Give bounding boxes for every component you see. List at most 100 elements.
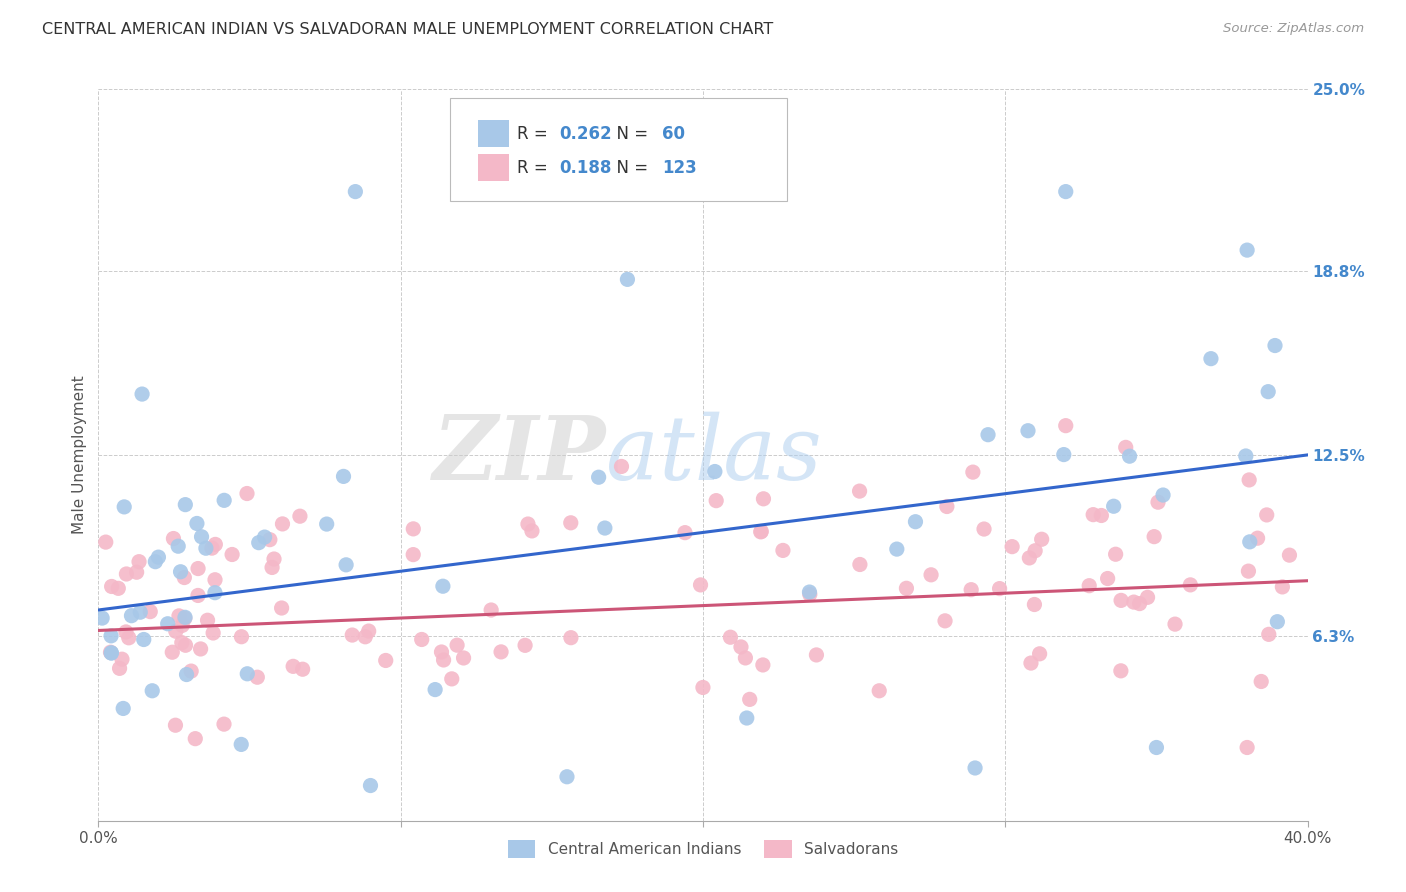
- Point: [1271, 580, 1294, 594]
- Point: [752, 491, 775, 506]
- Text: R =: R =: [517, 125, 554, 143]
- Point: [156, 616, 179, 631]
- Point: [174, 498, 197, 512]
- Point: [1024, 543, 1046, 558]
- Point: [1199, 351, 1222, 366]
- Point: [806, 648, 828, 662]
- Point: [204, 537, 226, 551]
- Point: [849, 558, 872, 572]
- Point: [1090, 508, 1112, 523]
- Point: [799, 585, 821, 599]
- Point: [1236, 740, 1258, 755]
- Point: [973, 522, 995, 536]
- Point: [1136, 591, 1159, 605]
- Point: [703, 465, 725, 479]
- Point: [988, 582, 1011, 596]
- Point: [125, 566, 148, 580]
- Point: [108, 661, 131, 675]
- Point: [231, 630, 253, 644]
- Point: [1234, 449, 1257, 463]
- Point: [935, 500, 957, 514]
- Text: N =: N =: [606, 159, 654, 177]
- Point: [752, 657, 775, 672]
- Point: [253, 530, 276, 544]
- Point: [115, 566, 138, 581]
- Point: [610, 459, 633, 474]
- Point: [560, 631, 582, 645]
- Point: [555, 770, 578, 784]
- Point: [1278, 548, 1301, 562]
- Point: [411, 632, 433, 647]
- Point: [1246, 531, 1268, 545]
- Point: [1109, 593, 1132, 607]
- Point: [1143, 530, 1166, 544]
- Point: [121, 608, 143, 623]
- Point: [446, 638, 468, 652]
- Point: [259, 533, 281, 547]
- Point: [100, 645, 122, 659]
- Point: [357, 624, 380, 638]
- Point: [1267, 615, 1289, 629]
- Point: [1019, 656, 1042, 670]
- Point: [848, 484, 870, 499]
- Point: [204, 585, 226, 599]
- Point: [402, 548, 425, 562]
- Point: [100, 646, 122, 660]
- Point: [236, 666, 259, 681]
- Point: [673, 525, 696, 540]
- Point: [91, 611, 114, 625]
- Point: [896, 582, 918, 596]
- Point: [332, 469, 354, 483]
- Point: [129, 605, 152, 619]
- Point: [868, 683, 890, 698]
- Point: [187, 589, 209, 603]
- Point: [231, 738, 253, 752]
- Point: [1236, 243, 1258, 257]
- Point: [799, 587, 821, 601]
- Point: [520, 524, 543, 538]
- Point: [262, 560, 284, 574]
- Point: [246, 670, 269, 684]
- Point: [1104, 547, 1126, 561]
- Point: [270, 601, 292, 615]
- Point: [283, 659, 305, 673]
- Point: [513, 638, 536, 652]
- Point: [202, 626, 225, 640]
- Point: [112, 701, 135, 715]
- Point: [1054, 418, 1077, 433]
- Point: [190, 642, 212, 657]
- Point: [738, 692, 761, 706]
- Point: [1097, 572, 1119, 586]
- Point: [904, 515, 927, 529]
- Point: [247, 535, 270, 549]
- Point: [1239, 534, 1261, 549]
- Point: [165, 718, 187, 732]
- Point: [236, 486, 259, 500]
- Point: [212, 493, 235, 508]
- Point: [735, 711, 758, 725]
- Point: [162, 532, 184, 546]
- Point: [176, 667, 198, 681]
- Point: [1257, 627, 1279, 641]
- Point: [111, 652, 134, 666]
- Point: [1257, 384, 1279, 399]
- Point: [344, 185, 367, 199]
- Point: [920, 567, 942, 582]
- Point: [886, 542, 908, 557]
- Point: [423, 682, 446, 697]
- Point: [162, 645, 184, 659]
- Point: [1031, 533, 1053, 547]
- Point: [1001, 540, 1024, 554]
- Point: [112, 500, 135, 514]
- Point: [148, 550, 170, 565]
- Point: [1109, 664, 1132, 678]
- Point: [118, 631, 141, 645]
- Point: [186, 516, 208, 531]
- Text: R =: R =: [517, 159, 554, 177]
- Point: [100, 629, 122, 643]
- Point: [440, 672, 463, 686]
- Point: [430, 645, 453, 659]
- Text: Source: ZipAtlas.com: Source: ZipAtlas.com: [1223, 22, 1364, 36]
- Point: [432, 653, 454, 667]
- Point: [934, 614, 956, 628]
